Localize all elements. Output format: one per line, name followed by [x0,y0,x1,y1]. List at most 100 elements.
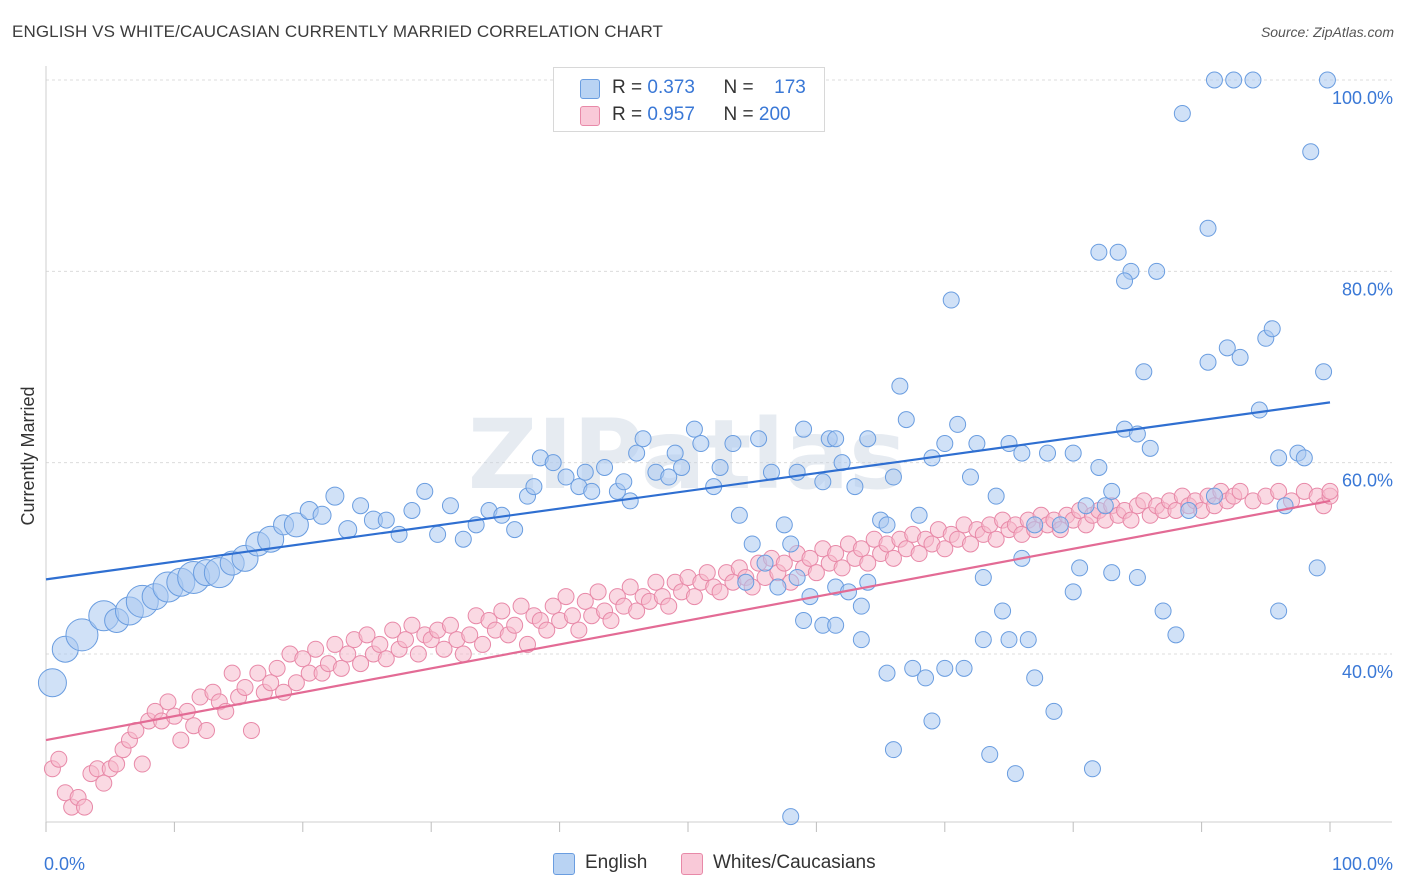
y-tick-label: 60.0% [1342,471,1393,491]
point-white [172,731,190,749]
point-white [403,616,421,634]
point-english [1026,516,1044,534]
point-english [557,468,575,486]
legend-english-n: 173 [774,77,806,98]
point-english [596,458,614,476]
y-tick-label: 40.0% [1342,662,1393,682]
english-swatch [580,79,600,99]
point-white [339,645,357,663]
point-english [769,578,787,596]
point-white [506,616,524,634]
point-english [756,554,774,572]
point-english [846,478,864,496]
point-english [775,516,793,534]
point-white [852,540,870,558]
point-white [563,607,581,625]
point-white [358,626,376,644]
legend-r-label: R = [612,104,643,125]
point-english [1199,219,1217,237]
white-swatch [580,106,600,126]
point-english [1218,339,1236,357]
point-english [923,712,941,730]
point-english [1180,502,1198,519]
point-english [795,420,813,438]
point-english [827,616,845,634]
point-english [1270,449,1288,467]
point-white [397,631,415,649]
legend-white-n: 200 [758,104,791,125]
point-english [878,516,896,534]
point-english [814,473,832,491]
point-english [917,669,935,687]
point-white [512,597,530,615]
legend-row-white: R = 0.957 N = 200 [554,101,824,129]
point-english [1205,71,1223,89]
legend: R = 0.373 N = 173 R = 0.957 N = 200 [553,67,825,132]
point-english [1295,449,1313,467]
point-white [50,750,68,768]
point-english [685,420,703,438]
point-english [827,430,845,448]
point-english [634,430,652,448]
point-white [807,564,825,582]
point-white [76,798,94,816]
point-white [108,755,126,773]
point-english [1141,439,1159,457]
point-white [326,635,344,653]
point-english [1064,583,1082,601]
point-english [981,745,999,763]
legend-row-english: R = 0.373 N = 173 [554,74,824,102]
point-white [1122,511,1140,529]
point-english [961,468,979,486]
point-white [961,535,979,553]
point-white [685,588,703,606]
point-white [711,583,729,601]
point-white [833,559,851,577]
point-english [1173,104,1191,122]
point-english [1199,353,1217,371]
point-english [660,468,678,486]
point-english [441,497,459,515]
point-english [1154,602,1172,620]
point-english [904,659,922,677]
chart-title: ENGLISH VS WHITE/CAUCASIAN CURRENTLY MAR… [12,22,664,41]
point-white [576,592,594,610]
point-english [1109,243,1127,261]
legend-r-label: R = [612,77,643,98]
legend-n-label: N = [723,77,754,98]
point-english [1077,497,1095,515]
point-english [1096,497,1114,515]
point-english [454,530,472,548]
point-white [936,540,954,558]
point-english [628,444,646,462]
point-white [538,621,556,639]
point-english [1205,487,1223,505]
point-english [897,411,915,429]
point-english [1039,444,1057,462]
point-english [737,573,755,591]
point-english [884,741,902,759]
point-english [750,430,768,448]
point-english [65,618,99,652]
point-english [1148,262,1166,280]
point-white [249,664,267,682]
point-white [570,621,588,639]
point-white [884,549,902,567]
point-english [743,535,761,553]
point-english [1263,320,1281,338]
point-white [268,659,286,677]
point-english [782,535,800,553]
point-english [1225,71,1243,89]
point-english [1045,702,1063,720]
english-swatch [553,853,575,875]
point-english [403,502,421,519]
point-english [1019,631,1037,649]
point-english [692,435,710,453]
point-english [429,525,447,543]
point-white [159,693,177,711]
point-english [936,659,954,677]
tick-labels: 40.0% 60.0% 80.0% 100.0% 0.0% 100.0% [44,88,1393,874]
point-white [698,564,716,582]
point-english [1064,444,1082,462]
